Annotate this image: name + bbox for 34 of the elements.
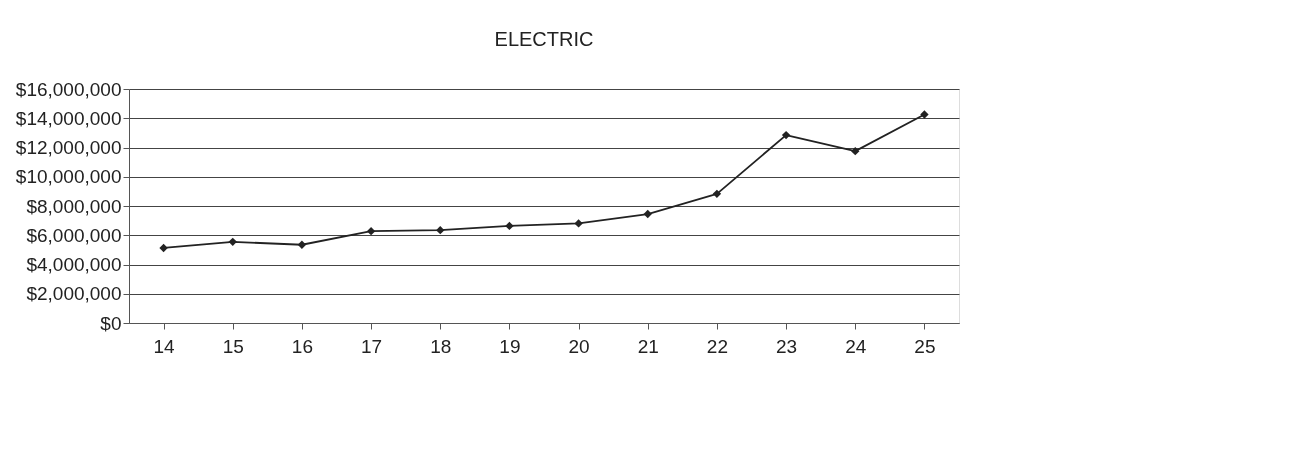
x-tick-label: 22 <box>706 335 728 357</box>
point <box>366 226 376 236</box>
x-tick-label: 25 <box>914 335 936 357</box>
point <box>851 146 860 156</box>
x-tick-label: 16 <box>291 335 313 357</box>
point <box>159 243 168 253</box>
point <box>781 130 791 140</box>
y-tick-label: $14,000,000 <box>15 107 122 129</box>
y-tick-label: $4,000,000 <box>26 254 122 275</box>
y-tick-label: $12,000,000 <box>15 137 122 158</box>
x-tick-label: 17 <box>361 335 383 357</box>
point <box>712 189 722 199</box>
y-tick-label: $0 <box>100 312 122 334</box>
point <box>643 209 652 219</box>
y-tick-label: $8,000,000 <box>26 195 122 217</box>
x-tick-label: 18 <box>430 335 452 357</box>
y-tick-label: $10,000,000 <box>15 166 122 188</box>
point <box>436 225 445 235</box>
point <box>574 219 583 228</box>
y-tick-label: $16,000,000 <box>15 78 122 100</box>
x-tick-label: 15 <box>222 335 244 357</box>
point <box>920 110 929 119</box>
point <box>228 237 237 247</box>
point <box>297 240 307 249</box>
y-tick-label: $6,000,000 <box>26 224 122 246</box>
x-tick-label: 14 <box>153 335 176 357</box>
y-tick-label: $2,000,000 <box>26 283 122 305</box>
x-tick-label: 21 <box>637 335 659 357</box>
point <box>505 221 514 231</box>
x-tick-label: 20 <box>568 335 590 357</box>
x-tick-label: 19 <box>499 335 521 357</box>
x-tick-label: 24 <box>845 335 867 357</box>
x-tick-label: 23 <box>776 335 798 357</box>
chart-title: ELECTRIC <box>494 28 594 50</box>
